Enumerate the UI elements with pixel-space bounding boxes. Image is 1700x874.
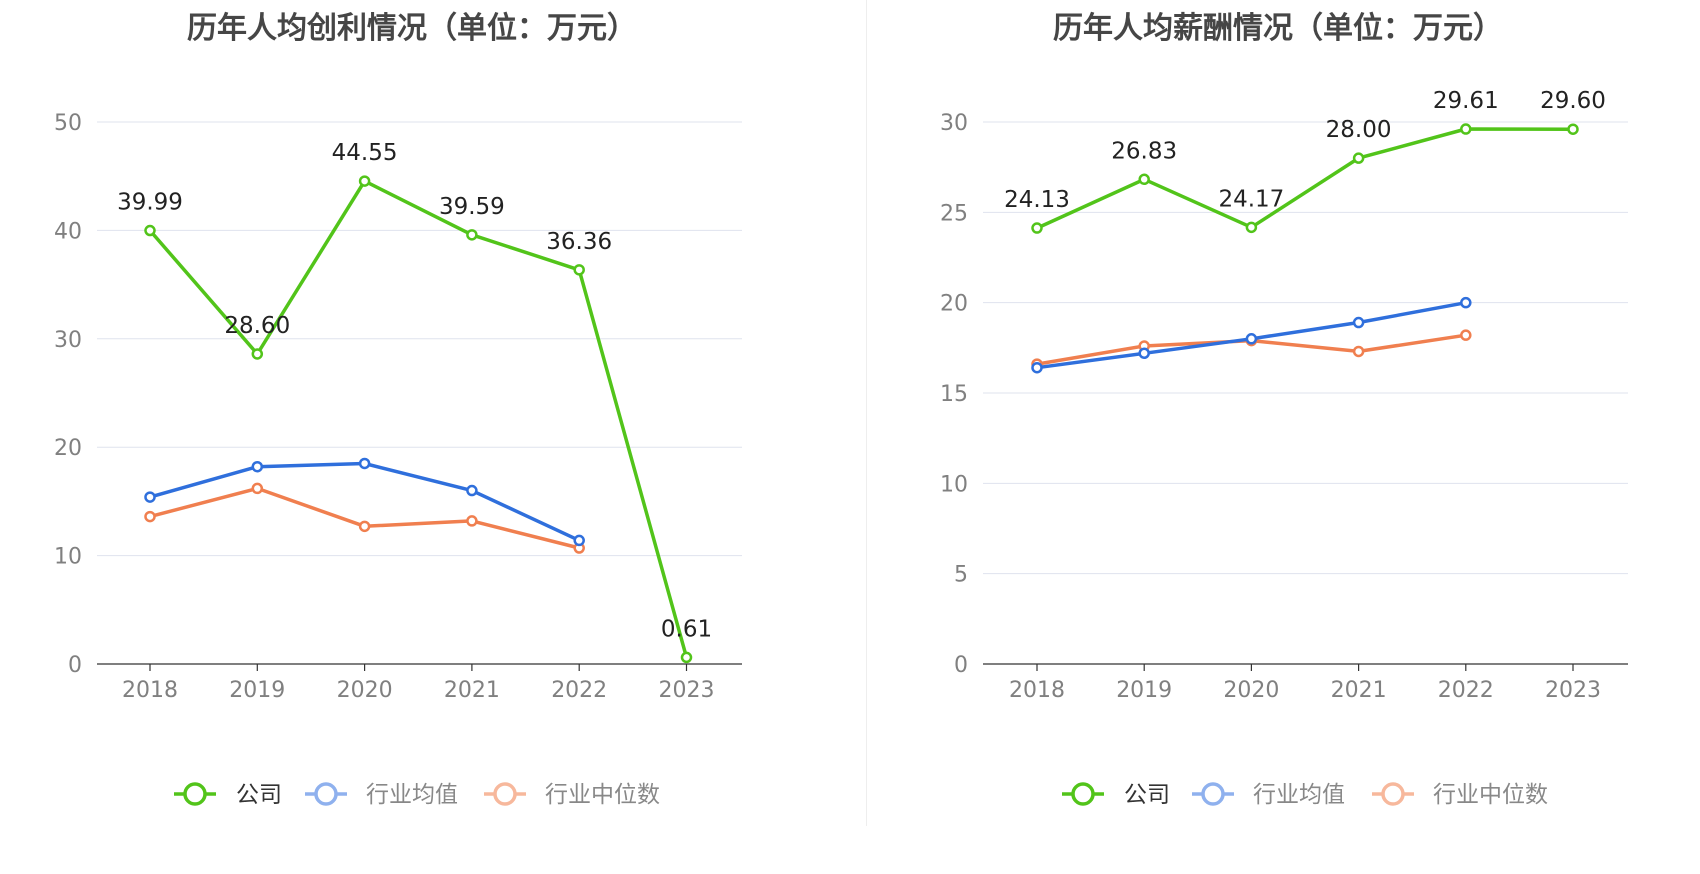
legend-marker-industry-median [493,782,517,806]
data-point-company [1245,221,1258,234]
data-label-company: 36.36 [546,229,612,255]
y-tick-label: 30 [940,111,968,136]
salary-per-capita-svg: 历年人均薪酬情况（单位：万元） 0 5 10 15 20 25 30 2018 2019 2020 2… [940,11,1628,808]
y-tick-label: 20 [54,436,82,461]
data-point-company [144,224,156,237]
data-point-company [1031,222,1043,234]
series-line-industry-median [149,486,580,550]
data-point-industry-avg [1460,296,1472,309]
x-tick-label: 2022 [551,678,607,703]
y-tick-label: 10 [54,545,82,570]
data-point-industry-avg [466,484,478,497]
legend-label-industry-avg: 行业均值 [1253,782,1345,808]
legend-label-industry-median: 行业中位数 [545,782,660,808]
data-point-industry-median [358,520,371,533]
legend-marker-industry-median [1381,782,1405,806]
data-point-company [251,348,264,360]
data-label-company: 29.61 [1433,88,1499,114]
data-point-company [466,229,478,241]
panel-divider [866,0,867,826]
data-label-company: 28.00 [1326,117,1392,143]
salary-per-capita-chart: 历年人均薪酬情况（单位：万元） 0 5 10 15 20 25 30 2018 2019 2020 2… [866,0,1700,874]
data-point-industry-avg [144,491,156,503]
chart-title: 历年人均薪酬情况（单位：万元） [1053,11,1503,46]
legend-label-company: 公司 [236,782,282,808]
data-point-industry-avg [1138,347,1150,360]
data-point-industry-median [1352,345,1365,358]
y-tick-label: 50 [54,111,82,136]
x-tick-label: 2022 [1438,678,1494,703]
data-label-company: 39.59 [439,194,505,220]
y-tick-label: 15 [940,382,968,407]
data-label-company: 29.60 [1540,88,1606,114]
data-point-industry-median [1460,329,1472,341]
legend-marker-industry-avg [1201,782,1225,806]
data-point-industry-median [466,515,478,527]
data-point-industry-avg [358,457,371,470]
series-line-company [148,179,689,658]
x-tick-label: 2021 [444,678,500,703]
x-tick-label: 2018 [1009,678,1065,703]
y-tick-label: 10 [940,472,968,497]
legend-label-industry-avg: 行业均值 [366,782,458,808]
x-tick-label: 2018 [122,678,178,703]
y-tick-label: 40 [54,219,82,244]
data-label-company: 0.61 [661,616,712,642]
x-tick-label: 2020 [1223,678,1279,703]
data-label-company: 28.60 [224,313,290,339]
y-tick-label: 30 [54,328,82,353]
data-point-company [573,264,585,276]
x-tick-label: 2023 [659,678,715,703]
data-point-company [1460,123,1472,135]
y-tick-label: 0 [68,653,82,678]
chart-title: 历年人均创利情况（单位：万元） [187,11,637,46]
data-point-industry-median [251,482,264,495]
data-point-industry-avg [1352,316,1365,329]
data-label-company: 26.83 [1111,138,1177,164]
data-point-company [1352,152,1365,164]
y-tick-label: 20 [940,292,968,317]
data-label-company: 24.17 [1218,186,1284,212]
y-tick-label: 0 [954,653,968,678]
legend-marker-company [183,782,207,806]
data-point-industry-avg [573,534,585,547]
series-line-company [1036,127,1574,230]
x-tick-label: 2020 [337,678,393,703]
x-tick-label: 2019 [229,678,285,703]
profit-per-capita-chart: 历年人均创利情况（单位：万元） 0 10 20 30 40 50 2018 2019 2020 20… [54,11,742,808]
data-point-company [1567,123,1579,135]
x-tick-label: 2023 [1545,678,1601,703]
legend-marker-company [1071,782,1095,806]
profit-per-capita-svg: 历年人均创利情况（单位：万元） 0 10 20 30 40 50 2018 2019 2020 20… [54,11,742,808]
data-point-company [358,175,371,187]
data-label-company: 39.99 [117,190,183,216]
data-point-company [680,651,693,664]
data-point-industry-median [144,510,156,523]
data-label-company: 24.13 [1004,187,1070,213]
legend-label-industry-median: 行业中位数 [1433,782,1548,808]
data-point-industry-avg [251,460,264,473]
x-tick-label: 2021 [1331,678,1387,703]
data-label-company: 44.55 [332,140,398,166]
data-point-company [1138,173,1150,186]
legend-label-company: 公司 [1124,782,1170,808]
legend-marker-industry-avg [314,782,338,806]
y-tick-label: 5 [954,563,968,588]
x-tick-label: 2019 [1116,678,1172,703]
y-tick-label: 25 [940,201,968,226]
data-point-industry-avg [1031,361,1043,374]
data-point-industry-avg [1245,333,1258,345]
